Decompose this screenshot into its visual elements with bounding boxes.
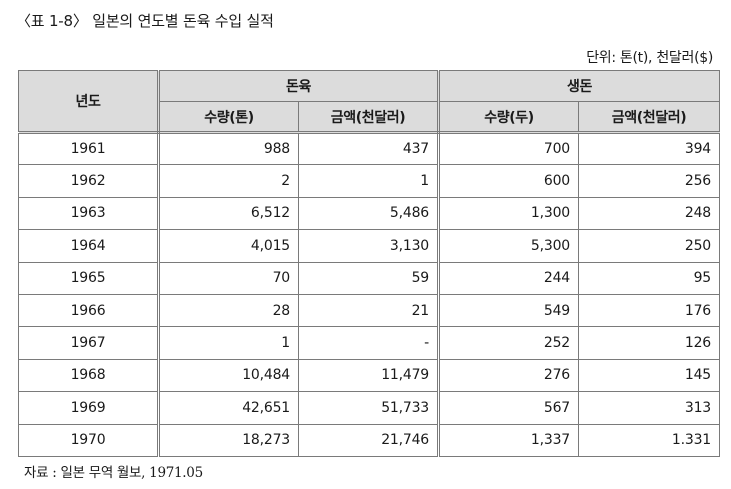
pork-qty-cell: 1 <box>158 326 299 360</box>
table-row: 1969 42,651 51,733 567 313 <box>18 391 720 425</box>
unit-note: 단위: 톤(t), 천달러($) <box>586 50 713 66</box>
pig-qty-cell: 600 <box>438 164 579 198</box>
table-row: 1964 4,015 3,130 5,300 250 <box>18 229 720 263</box>
pork-amount-cell: 3,130 <box>298 229 440 263</box>
pig-qty-cell: 276 <box>438 358 579 393</box>
header-row-groups: 년도 돈육 생돈 <box>18 70 720 134</box>
pig-qty-cell: 244 <box>438 261 579 295</box>
pork-qty-cell: 18,273 <box>158 423 299 457</box>
table-row: 1965 70 59 244 95 <box>18 261 720 295</box>
table-row: 1970 18,273 21,746 1,337 1.331 <box>18 423 720 457</box>
source-note: 자료 : 일본 무역 월보, 1971.05 <box>24 465 203 481</box>
pork-import-table: 년도 돈육 생돈 수량(톤) 금액(천달러) 수량(두) 금액(천달러) 196… <box>18 70 720 457</box>
pig-amount-cell: 250 <box>578 229 720 263</box>
group-header-pig: 생돈 <box>438 70 720 102</box>
pig-amount-cell: 1.331 <box>578 423 720 457</box>
year-cell: 1961 <box>18 131 160 166</box>
pork-qty-cell: 10,484 <box>158 358 299 393</box>
pork-amount-cell: - <box>298 326 440 360</box>
pork-amount-cell: 437 <box>298 131 440 166</box>
year-cell: 1964 <box>18 229 160 263</box>
pig-qty-cell: 549 <box>438 293 579 328</box>
header-row-columns: 수량(톤) 금액(천달러) 수량(두) 금액(천달러) <box>19 101 720 134</box>
year-cell: 1967 <box>18 326 160 360</box>
pork-qty-cell: 4,015 <box>158 229 299 263</box>
pork-amount-cell: 51,733 <box>298 391 440 425</box>
group-header-pork: 돈육 <box>158 70 440 102</box>
year-cell: 1969 <box>18 391 160 425</box>
year-cell: 1968 <box>18 358 160 393</box>
table-row: 1968 10,484 11,479 276 145 <box>18 358 720 393</box>
pork-qty-cell: 28 <box>158 293 299 328</box>
pig-amount-cell: 126 <box>578 326 720 360</box>
col-header-pig-amount: 금액(천달러) <box>578 101 720 134</box>
pork-qty-cell: 988 <box>158 131 299 166</box>
pork-amount-cell: 1 <box>298 164 440 198</box>
pig-amount-cell: 145 <box>578 358 720 393</box>
pork-amount-cell: 21 <box>298 293 440 328</box>
table-row: 1966 28 21 549 176 <box>18 293 720 328</box>
pig-qty-cell: 5,300 <box>438 229 579 263</box>
table-row: 1962 2 1 600 256 <box>18 164 720 198</box>
pig-qty-cell: 700 <box>438 131 579 166</box>
pig-amount-cell: 394 <box>578 131 720 166</box>
year-cell: 1970 <box>18 423 160 457</box>
pork-amount-cell: 59 <box>298 261 440 295</box>
pig-amount-cell: 176 <box>578 293 720 328</box>
table-row: 1963 6,512 5,486 1,300 248 <box>18 196 720 231</box>
col-header-pig-qty: 수량(두) <box>438 101 579 134</box>
col-header-pork-amount: 금액(천달러) <box>298 101 440 134</box>
pig-amount-cell: 95 <box>578 261 720 295</box>
pig-amount-cell: 256 <box>578 164 720 198</box>
pork-amount-cell: 11,479 <box>298 358 440 393</box>
pig-qty-cell: 252 <box>438 326 579 360</box>
table-caption: 〈표 1-8〉 일본의 연도별 돈육 수입 실적 <box>16 12 274 30</box>
pig-amount-cell: 248 <box>578 196 720 231</box>
pork-amount-cell: 21,746 <box>298 423 440 457</box>
year-cell: 1963 <box>18 196 160 231</box>
pork-qty-cell: 2 <box>158 164 299 198</box>
pig-qty-cell: 1,300 <box>438 196 579 231</box>
year-cell: 1962 <box>18 164 160 198</box>
pork-qty-cell: 70 <box>158 261 299 295</box>
pork-amount-cell: 5,486 <box>298 196 440 231</box>
year-cell: 1965 <box>18 261 160 295</box>
pig-qty-cell: 567 <box>438 391 579 425</box>
year-cell: 1966 <box>18 293 160 328</box>
year-header: 년도 <box>18 70 160 134</box>
pig-qty-cell: 1,337 <box>438 423 579 457</box>
pork-qty-cell: 42,651 <box>158 391 299 425</box>
table-row: 1967 1 - 252 126 <box>18 326 720 360</box>
pig-amount-cell: 313 <box>578 391 720 425</box>
pork-qty-cell: 6,512 <box>158 196 299 231</box>
col-header-pork-qty: 수량(톤) <box>158 101 299 134</box>
table-row: 1961 988 437 700 394 <box>18 131 720 166</box>
